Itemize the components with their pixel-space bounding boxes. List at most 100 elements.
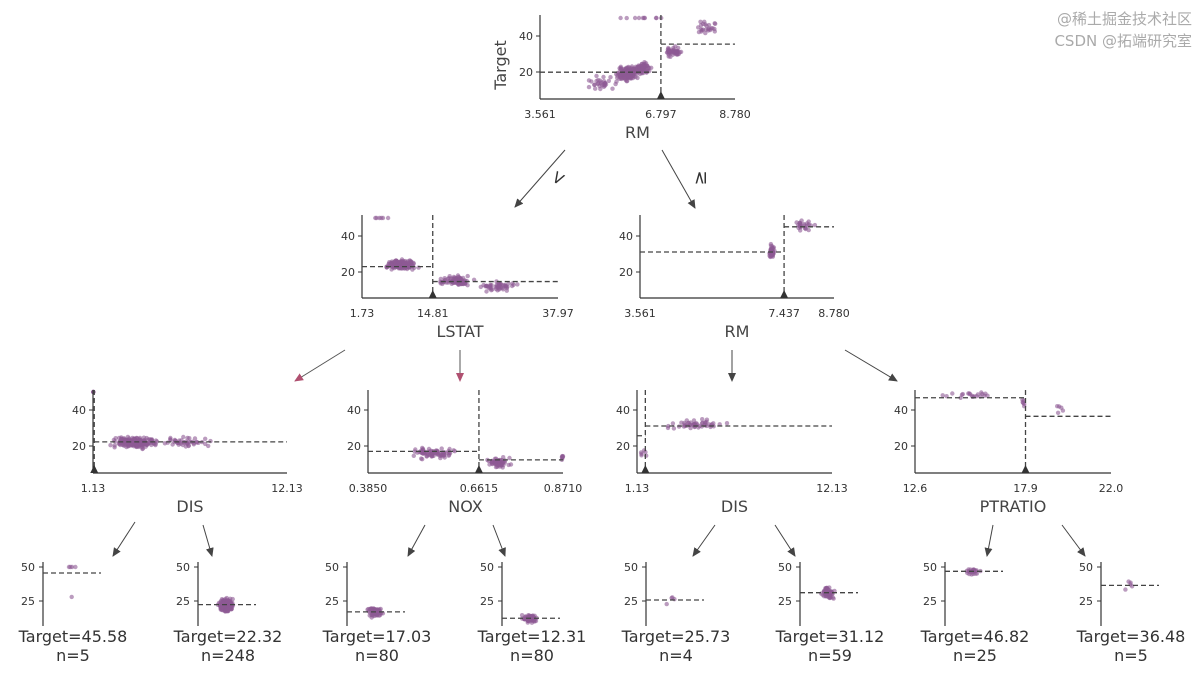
data-point (447, 452, 452, 457)
y-tick-label: 20 (616, 440, 630, 453)
data-point (812, 222, 818, 228)
data-point (1126, 579, 1131, 584)
y-tick-label: 50 (624, 561, 638, 574)
edge-arrow (202, 524, 214, 557)
data-point (369, 615, 374, 620)
leaf-prediction: Target=45.58 (18, 627, 128, 646)
node-panels: 20 40 3.561 6.797 8.780 RM Target 20 40 1.73 14.81… (18, 15, 1186, 665)
feature-label: DIS (721, 497, 748, 516)
split-marker-triangle (428, 290, 437, 298)
y-tick-label: 50 (1079, 561, 1093, 574)
edge-label-less-than: < (546, 166, 572, 190)
data-point (975, 392, 981, 397)
feature-label: LSTAT (436, 322, 483, 341)
data-point (632, 15, 638, 21)
data-point (666, 423, 671, 429)
data-point (509, 283, 515, 289)
leaf-node: 25 50 Target=31.12n=59 (775, 561, 885, 665)
data-point (1055, 410, 1061, 415)
y-tick-label: 20 (72, 440, 86, 453)
x-tick-label: 7.437 (768, 307, 800, 320)
data-point (389, 267, 394, 272)
data-point (618, 67, 623, 72)
data-point (669, 595, 674, 601)
data-point (451, 274, 456, 280)
edge-arrow (294, 349, 346, 382)
leaf-prediction: Target=36.48 (1076, 627, 1186, 646)
data-point (691, 418, 697, 423)
y-tick-label: 25 (176, 595, 190, 608)
leaf-sample-count: n=248 (201, 646, 255, 665)
data-point (154, 439, 160, 444)
data-point (643, 61, 649, 66)
data-point (678, 49, 684, 55)
leaf-prediction: Target=12.31 (477, 627, 587, 646)
data-point (69, 594, 74, 600)
data-point (409, 259, 414, 264)
x-tick-label: 6.797 (645, 108, 677, 121)
data-point (643, 449, 648, 455)
data-point (181, 434, 186, 440)
x-tick-label: 1.73 (350, 307, 375, 320)
data-point (1059, 405, 1064, 410)
data-point (484, 289, 489, 294)
split-marker-triangle (780, 290, 789, 298)
y-axis-label: Target (491, 40, 510, 91)
y-tick-label: 50 (325, 561, 339, 574)
edge-arrow (844, 349, 898, 382)
data-point (525, 620, 530, 625)
leaf-node: 25 50 Target=17.03n=80 (322, 561, 432, 665)
x-tick-label: 0.3850 (349, 482, 388, 495)
data-point (530, 613, 535, 619)
split-marker-triangle (641, 465, 650, 473)
data-point (985, 393, 990, 398)
feature-label: NOX (448, 497, 483, 516)
data-point (365, 607, 370, 612)
data-point (73, 564, 78, 570)
x-tick-label: 12.13 (271, 482, 303, 495)
data-point (438, 276, 443, 282)
data-point (950, 391, 955, 396)
y-tick-label: 50 (480, 561, 494, 574)
data-point (497, 460, 502, 465)
y-tick-label: 50 (923, 561, 937, 574)
data-point (700, 417, 705, 422)
y-tick-label: 40 (341, 230, 355, 243)
data-point (806, 219, 811, 224)
split-node-ptratio: 20 40 12.6 17.9 22.0 PTRATIO (894, 390, 1123, 516)
leaf-sample-count: n=5 (1114, 646, 1148, 665)
data-point (641, 15, 647, 21)
data-point (676, 45, 681, 51)
data-point (496, 284, 501, 289)
leaf-sample-count: n=5 (56, 646, 90, 665)
data-point (140, 446, 145, 452)
data-point (452, 449, 457, 454)
data-point (168, 437, 173, 442)
y-tick-label: 20 (347, 440, 361, 453)
data-point (192, 436, 198, 441)
tree-edges (112, 149, 1086, 557)
x-tick-label: 0.8710 (544, 482, 583, 495)
data-point (626, 74, 631, 79)
edge-label-greater-equal: ≥ (690, 170, 711, 185)
data-point (112, 445, 117, 450)
data-point (640, 66, 645, 71)
data-point (979, 390, 984, 395)
data-point (144, 442, 149, 447)
data-point (671, 426, 677, 431)
data-point (649, 65, 654, 71)
data-point (685, 421, 691, 426)
watermark-line-2: CSDN @拓端研究室 (1054, 32, 1192, 50)
data-point (129, 441, 134, 446)
data-point (410, 267, 415, 272)
y-tick-label: 25 (21, 595, 35, 608)
data-point (175, 440, 180, 445)
y-tick-label: 50 (21, 561, 35, 574)
edge-arrow (661, 149, 696, 209)
y-tick-label: 40 (519, 30, 533, 43)
data-point (515, 282, 520, 287)
data-point (636, 15, 642, 21)
data-point (724, 421, 730, 426)
y-tick-label: 25 (624, 595, 638, 608)
data-point (507, 455, 512, 461)
